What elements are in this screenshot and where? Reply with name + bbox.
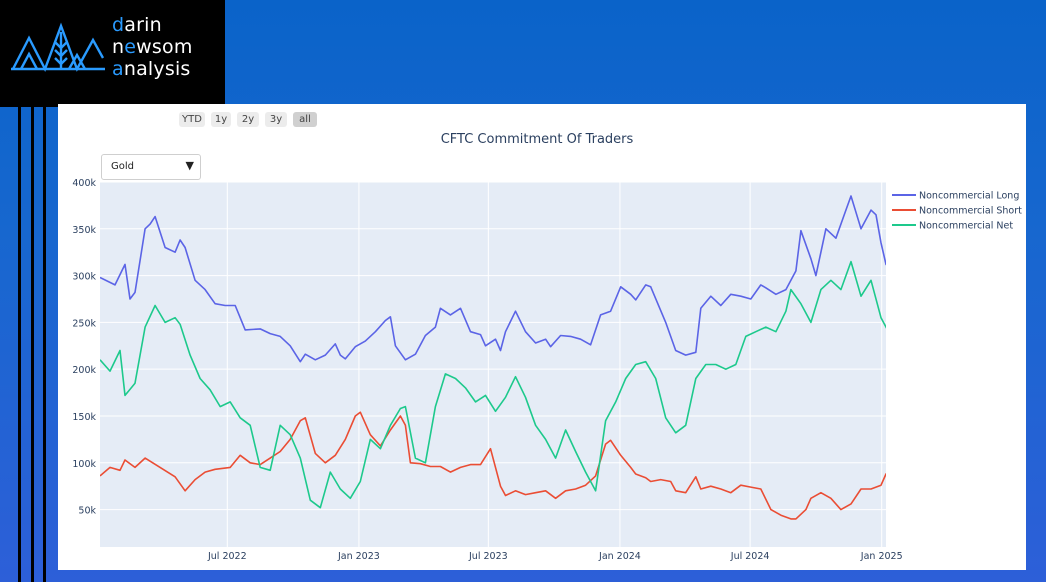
- y-tick-label: 200k: [72, 365, 96, 376]
- brand-letter: n: [112, 36, 125, 58]
- cot-line-chart: CFTC Commitment Of Traders 50k 100k 150k 20…: [72, 132, 1022, 562]
- brand-word: som: [151, 36, 193, 58]
- legend-item-short[interactable]: Noncommercial Short: [892, 206, 1022, 217]
- chart-title: CFTC Commitment Of Traders: [441, 132, 634, 147]
- series-lines: [100, 195, 946, 524]
- brand-line-3: analysis: [112, 58, 193, 80]
- brand-line-1: darin: [112, 14, 193, 36]
- series-line-net[interactable]: [100, 260, 946, 509]
- y-tick-label: 250k: [72, 318, 96, 329]
- legend-label: Noncommercial Short: [919, 206, 1022, 217]
- commodity-dropdown[interactable]: Gold ▼: [101, 154, 201, 180]
- brand-word: nalysis: [123, 58, 191, 80]
- legend: Noncommercial Long Noncommercial Short Non…: [892, 191, 1022, 232]
- x-tick-label: Jul 2024: [730, 551, 770, 562]
- x-tick-label: Jul 2023: [468, 551, 508, 562]
- range-button-2y[interactable]: 2y: [237, 112, 259, 127]
- grid-lines: [100, 181, 886, 547]
- brand-letter: w: [136, 36, 152, 58]
- mountain-wheat-icon: [11, 22, 105, 72]
- legend-item-long[interactable]: Noncommercial Long: [892, 191, 1019, 202]
- brand-logo: darin newsom analysis: [0, 0, 225, 107]
- x-tick-label: Jan 2025: [860, 551, 903, 562]
- brand-wordmark: darin newsom analysis: [112, 14, 193, 80]
- x-axis: Jul 2022 Jan 2023 Jul 2023 Jan 2024 Jul 2024…: [207, 551, 903, 562]
- caret-down-icon: ▼: [185, 159, 194, 172]
- y-tick-label: 50k: [78, 506, 96, 517]
- x-tick-label: Jan 2024: [598, 551, 641, 562]
- brand-line-2: newsom: [112, 36, 193, 58]
- brand-letter: a: [112, 58, 124, 80]
- y-tick-label: 350k: [72, 225, 96, 236]
- y-tick-label: 300k: [72, 272, 96, 283]
- decorative-side-bars: [18, 107, 46, 582]
- chart-panel: CFTC Commitment Of Traders 50k 100k 150k 20…: [58, 104, 1026, 570]
- dropdown-selected-value: Gold: [111, 161, 134, 172]
- y-tick-label: 400k: [72, 178, 96, 189]
- x-tick-label: Jul 2022: [207, 551, 247, 562]
- legend-label: Noncommercial Long: [919, 191, 1019, 202]
- y-tick-label: 150k: [72, 412, 96, 423]
- brand-letter: e: [124, 36, 137, 58]
- brand-word: arin: [124, 14, 162, 36]
- y-axis: 50k 100k 150k 200k 250k 300k 350k 400k: [72, 178, 96, 517]
- series-line-long[interactable]: [100, 195, 946, 363]
- legend-item-net[interactable]: Noncommercial Net: [892, 221, 1013, 232]
- range-button-3y[interactable]: 3y: [265, 112, 287, 127]
- series-line-short[interactable]: [100, 411, 946, 524]
- y-tick-label: 100k: [72, 459, 96, 470]
- brand-letter: d: [112, 14, 125, 36]
- range-button-1y[interactable]: 1y: [211, 112, 231, 127]
- range-button-all[interactable]: all: [293, 112, 317, 127]
- legend-label: Noncommercial Net: [919, 221, 1013, 232]
- plot-area[interactable]: [100, 182, 886, 547]
- range-button-ytd[interactable]: YTD: [179, 112, 205, 127]
- x-tick-label: Jan 2023: [337, 551, 380, 562]
